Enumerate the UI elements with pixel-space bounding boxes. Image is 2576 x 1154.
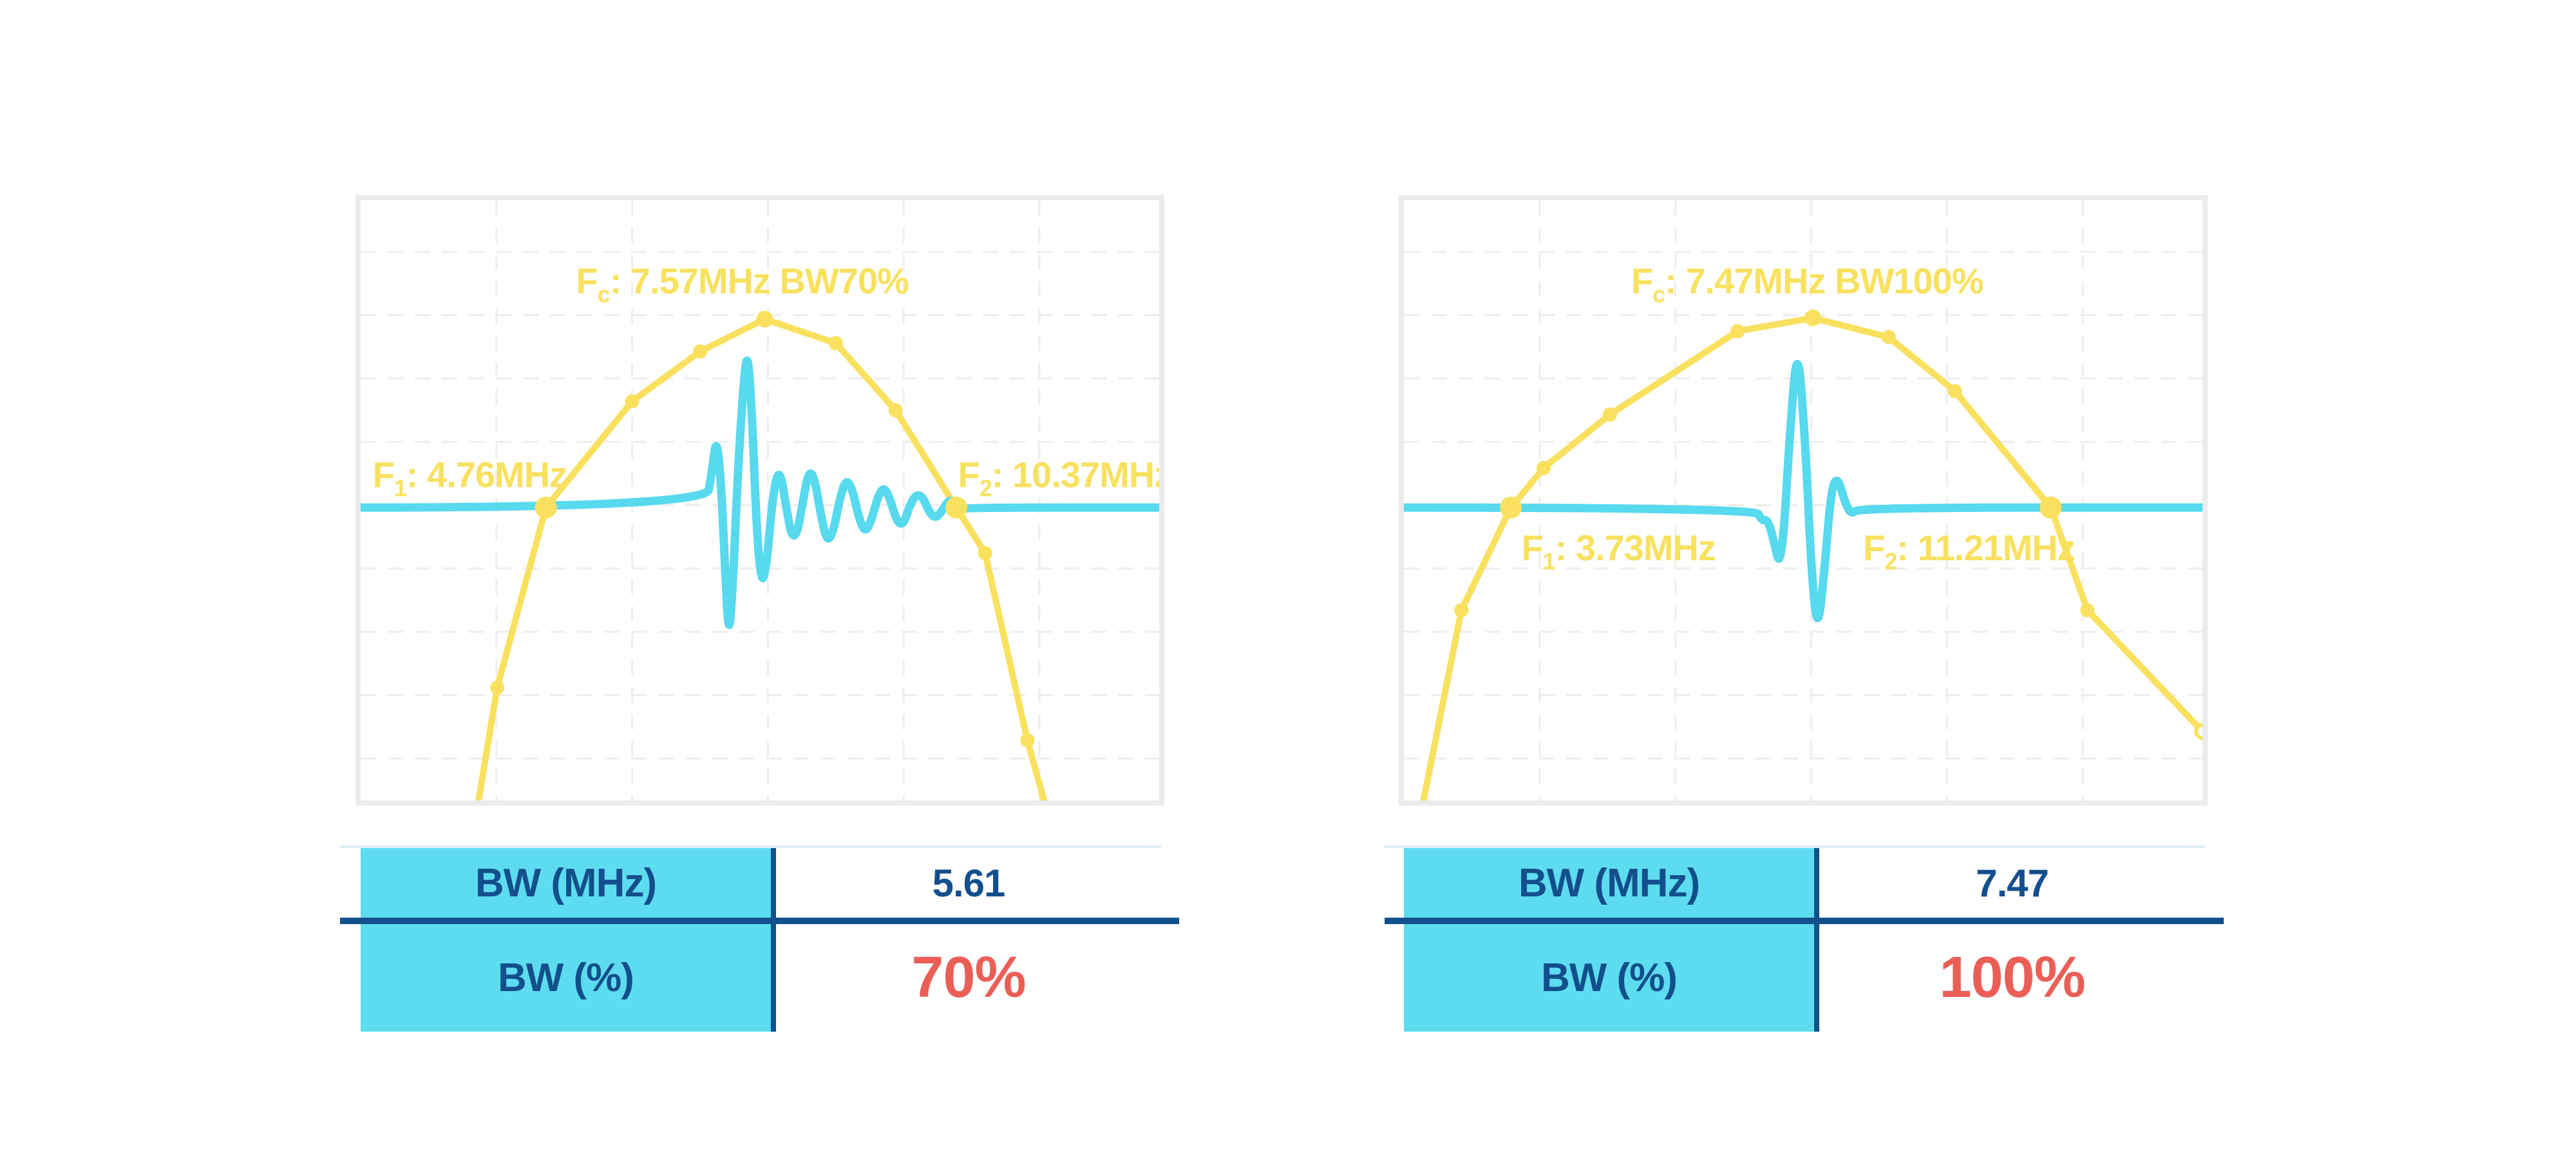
table-row-divider bbox=[340, 918, 1179, 924]
data-point bbox=[1537, 460, 1551, 475]
f1-label: F1: 3.73MHz bbox=[1521, 527, 1716, 574]
table-header-column bbox=[361, 848, 771, 1032]
f2-label: F2: 11.21MHz bbox=[1863, 527, 2075, 574]
data-point bbox=[2080, 603, 2095, 618]
data-point bbox=[1947, 384, 1962, 399]
data-point bbox=[828, 336, 843, 350]
pulse-waveform-line bbox=[1404, 359, 2202, 622]
table-row-label: BW (%) bbox=[498, 956, 634, 1000]
data-point bbox=[490, 680, 505, 695]
data-point bbox=[1454, 603, 1469, 618]
spectrum-line bbox=[475, 316, 1048, 800]
table-header-column bbox=[1404, 848, 1814, 1032]
pulse-waveform-line bbox=[361, 356, 1159, 629]
data-point bbox=[1881, 330, 1896, 345]
data-point bbox=[625, 394, 639, 409]
bw-percent-value: 70% bbox=[911, 945, 1026, 1010]
bandwidth-edge-point bbox=[1500, 497, 1522, 519]
table-row-label: BW (MHz) bbox=[475, 860, 657, 905]
table-row-divider bbox=[1385, 918, 2224, 924]
data-point bbox=[1020, 733, 1035, 748]
table-row-label: BW (MHz) bbox=[1518, 860, 1700, 905]
bandwidth-edge-point bbox=[535, 497, 557, 519]
data-point bbox=[888, 403, 903, 418]
bw-mhz-value: 5.61 bbox=[932, 861, 1006, 905]
table-row-label: BW (%) bbox=[1541, 956, 1678, 1000]
chart-100pct: Fc: 7.47MHz BW100% F1: 3.73MHz F2: 11.21MH… bbox=[1404, 200, 2202, 800]
bandwidth-edge-point bbox=[2040, 497, 2062, 519]
data-point bbox=[2194, 723, 2202, 740]
spectrum-line bbox=[1420, 314, 2202, 800]
peak-point bbox=[1804, 309, 1821, 326]
fc-label: Fc: 7.57MHz BW70% bbox=[576, 260, 909, 307]
chart-panel-70pct: Fc: 7.57MHz BW70% F1: 4.76MHz F2: 10.37MHz bbox=[355, 195, 1164, 806]
peak-point bbox=[756, 310, 773, 328]
table-top-border bbox=[1385, 846, 2205, 848]
data-point bbox=[693, 344, 707, 359]
data-point bbox=[978, 546, 992, 561]
bw-percent-value: 100% bbox=[1939, 945, 2085, 1010]
table-column-separator bbox=[771, 848, 776, 1032]
data-point bbox=[1602, 407, 1617, 422]
bw-mhz-value: 7.47 bbox=[1976, 861, 2049, 905]
bandwidth-edge-point bbox=[945, 497, 968, 519]
data-point bbox=[1730, 324, 1745, 339]
chart-panel-100pct: Fc: 7.47MHz BW100% F1: 3.73MHz F2: 11.21MH… bbox=[1399, 195, 2208, 806]
f1-label: F1: 4.76MHz bbox=[373, 454, 567, 501]
table-column-separator bbox=[1814, 848, 1819, 1032]
f2-label: F2: 10.37MHz bbox=[958, 454, 1159, 501]
chart-70pct: Fc: 7.57MHz BW70% F1: 4.76MHz F2: 10.37MHz bbox=[361, 200, 1159, 800]
fc-label: Fc: 7.47MHz BW100% bbox=[1631, 260, 1984, 307]
table-top-border bbox=[340, 846, 1161, 848]
